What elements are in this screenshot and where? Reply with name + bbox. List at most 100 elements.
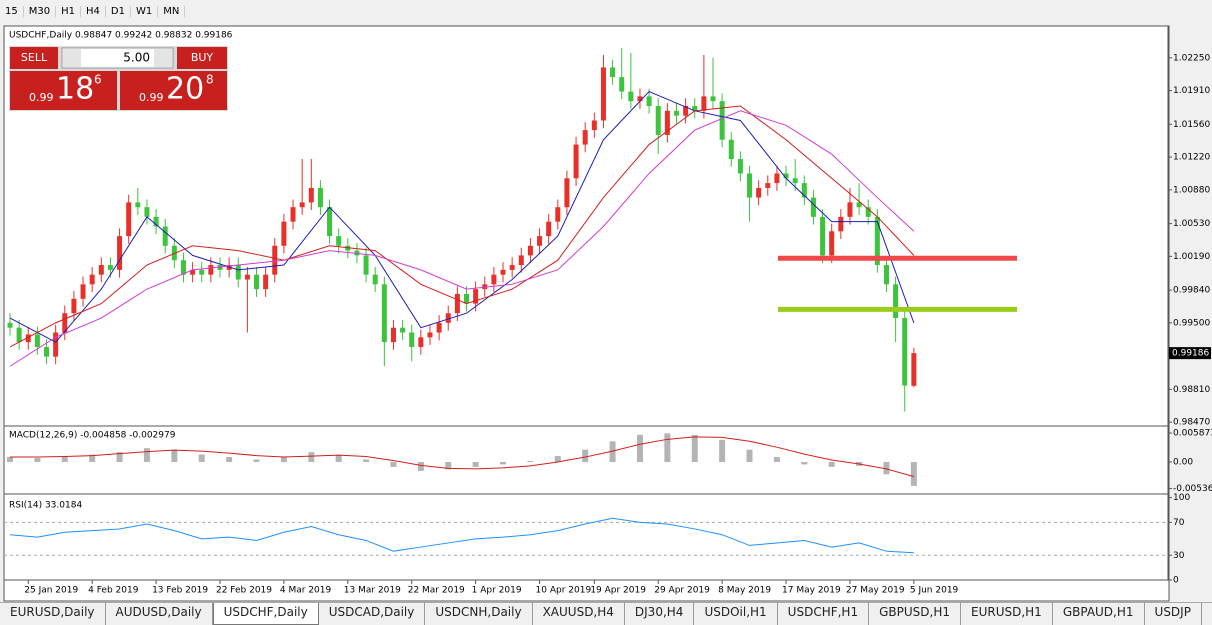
chart-tab[interactable]: USDCAD,Daily	[319, 603, 426, 625]
candle-body	[34, 334, 40, 347]
candle-body	[117, 236, 123, 270]
timeframe-button[interactable]: M30	[24, 5, 57, 17]
candle-body	[610, 67, 616, 78]
candle-body	[80, 284, 86, 299]
macd-bar	[500, 461, 507, 465]
candle-body	[180, 260, 186, 275]
candle-body	[756, 187, 762, 198]
timeframe-button[interactable]: D1	[106, 5, 131, 17]
x-tick-label: 17 May 2019	[782, 586, 841, 596]
candle-body	[336, 236, 342, 246]
macd-bar	[280, 457, 287, 462]
chart-tab[interactable]: USDJP	[1145, 603, 1202, 625]
candle-body	[911, 353, 917, 386]
timeframe-button[interactable]: MN	[158, 5, 186, 17]
macd-bar	[445, 461, 452, 470]
candle-body	[820, 216, 826, 256]
candle-body	[893, 284, 899, 319]
macd-bar	[417, 461, 424, 471]
candle-body	[44, 346, 50, 357]
candle-body	[537, 236, 543, 246]
candle-body	[409, 332, 415, 347]
chart-tab[interactable]: USDCHF,H1	[778, 603, 870, 625]
candle-body	[701, 96, 707, 111]
chart-tab[interactable]: EURUSD,H1	[961, 603, 1053, 625]
candle-body	[25, 334, 31, 343]
candle-body	[299, 202, 305, 208]
candle-body	[902, 318, 908, 386]
timeframe-button[interactable]: 15	[0, 5, 24, 17]
chart-tab[interactable]: XAUUSD,H4	[533, 603, 625, 625]
candle-body	[62, 313, 68, 333]
macd-bar	[253, 459, 260, 462]
chart-tab[interactable]: DJ30,H4	[625, 603, 695, 625]
y-tick-label: 30	[1173, 551, 1185, 561]
y-tick-label: 70	[1173, 518, 1185, 528]
timeframe-toolbar: 15 M30 H1 H4 D1 W1 MN	[0, 0, 186, 22]
price-tag	[1169, 347, 1211, 360]
candle-body	[445, 313, 451, 323]
x-tick-label: 29 Apr 2019	[654, 586, 710, 596]
lot-up[interactable]	[154, 49, 172, 67]
chart-tab[interactable]: USDCHF,Daily	[212, 603, 319, 625]
candle-body	[683, 106, 689, 116]
candle-body	[874, 216, 880, 266]
candle-body	[263, 274, 269, 290]
candle-body	[856, 202, 862, 208]
chart-tab[interactable]: USDOil,H1	[694, 603, 778, 625]
macd-bar	[390, 461, 397, 467]
y-tick-label: 0.99500	[1173, 318, 1210, 328]
candle-body	[692, 106, 698, 111]
candle-body	[801, 183, 807, 198]
macd-bar	[171, 449, 178, 462]
ask-box[interactable]	[120, 71, 227, 110]
chart-tab[interactable]: GBPAUD,H1	[1053, 603, 1145, 625]
candle-body	[208, 265, 214, 275]
sell-button[interactable]	[10, 47, 58, 69]
candle-body	[381, 284, 387, 343]
candle-body	[555, 207, 561, 222]
lot-down[interactable]	[63, 49, 81, 67]
candle-body	[436, 322, 442, 333]
candle-body	[783, 173, 789, 179]
candle-body	[327, 207, 333, 237]
buy-button[interactable]	[177, 47, 227, 69]
chart-header: USDCHF,Daily 0.98847 0.99242 0.98832 0.9…	[9, 31, 233, 41]
candle-body	[235, 265, 241, 280]
macd-signal	[10, 436, 915, 478]
candle-body	[390, 327, 396, 343]
candle-body	[655, 106, 661, 135]
timeframe-button[interactable]: W1	[131, 5, 159, 17]
macd-bar	[664, 433, 671, 462]
ask-big: 20	[166, 72, 204, 107]
y-tick-label: 1.00880	[1173, 185, 1210, 195]
price-tag-label: 0.99186	[1172, 349, 1209, 359]
y-tick-label: 1.00190	[1173, 252, 1210, 262]
x-tick-label: 4 Mar 2019	[280, 586, 332, 596]
chart-tab[interactable]: USDCNH,Daily	[425, 603, 533, 625]
candle-body	[518, 255, 524, 266]
candle-body	[710, 96, 716, 102]
y-tick-label: 1.01910	[1173, 86, 1210, 96]
bid-box[interactable]	[10, 71, 117, 110]
chart-tab[interactable]: AUDUSD,Daily	[106, 603, 213, 625]
macd-bar	[883, 461, 890, 475]
candle-body	[829, 231, 835, 256]
timeframe-button[interactable]: H4	[81, 5, 106, 17]
lot-input[interactable]	[61, 47, 174, 69]
candle-body	[719, 101, 725, 140]
sell-label: SELL	[21, 51, 48, 64]
chart-tab[interactable]: GBPUSD,H1	[869, 603, 961, 625]
candle-body	[290, 207, 296, 222]
timeframe-button[interactable]: H1	[56, 5, 81, 17]
candle-body	[162, 226, 168, 246]
candle-body	[546, 221, 552, 237]
chart-tab[interactable]: EURUSD,Daily	[0, 603, 106, 625]
macd-bar	[828, 461, 835, 467]
candle-body	[272, 245, 278, 275]
macd-bar	[582, 449, 589, 462]
ask-small: 8	[206, 73, 214, 87]
chart-window: USDCHF,Daily 0.98847 0.99242 0.98832 0.9…	[3, 25, 1212, 602]
candle-body	[865, 207, 871, 217]
candle-body	[810, 197, 816, 217]
